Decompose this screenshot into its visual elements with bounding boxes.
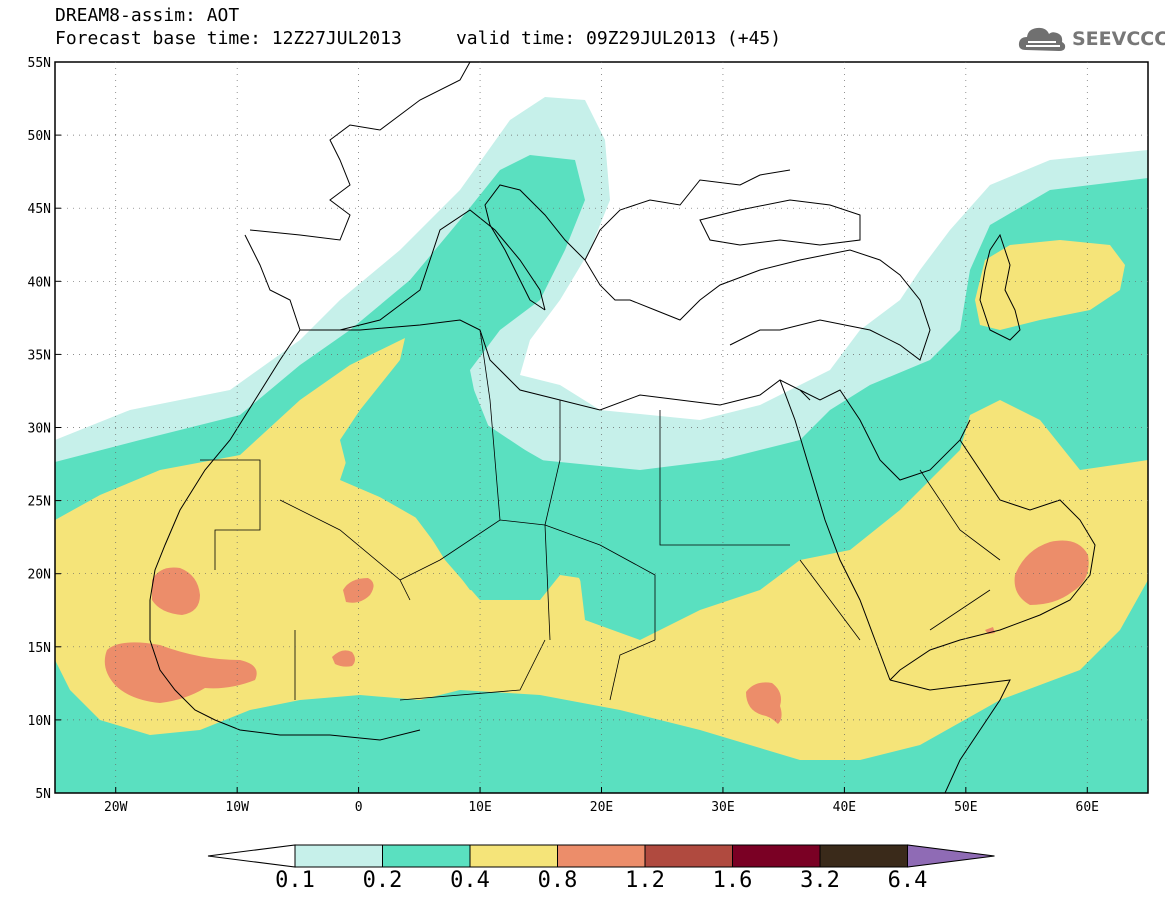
lat-label: 45N bbox=[28, 202, 51, 217]
horn-of-africa-coastline bbox=[889, 679, 1011, 793]
lat-label: 10N bbox=[28, 714, 51, 729]
graticule bbox=[55, 62, 1148, 793]
lon-label: 20W bbox=[104, 800, 128, 815]
colorbar-swatch bbox=[732, 844, 821, 868]
longitude-labels: 20W 10W 0 10E 20E 30E 40E 50E 60E bbox=[104, 787, 1099, 815]
lat-label: 30N bbox=[28, 422, 51, 437]
lon-label: 10E bbox=[468, 800, 491, 815]
country-borders bbox=[200, 329, 1001, 701]
colorbar-label: 6.4 bbox=[887, 868, 928, 893]
colorbar-label: 0.8 bbox=[537, 868, 578, 893]
lon-label: 40E bbox=[833, 800, 856, 815]
lon-label: 50E bbox=[954, 800, 977, 815]
aot-band-0.4 bbox=[55, 338, 1148, 760]
logo-text: SEEVCCC bbox=[1072, 28, 1165, 50]
west-africa-coastline bbox=[149, 329, 421, 741]
aot-band-0.8 bbox=[104, 642, 257, 703]
latitude-labels: 55N 50N 45N 40N 35N 30N 25N 20N 15N 10N 5N bbox=[28, 56, 61, 802]
aot-band-0.8 bbox=[1014, 540, 1089, 605]
aot-band-0.4 bbox=[975, 240, 1125, 330]
lat-label: 35N bbox=[28, 348, 51, 363]
lat-label: 40N bbox=[28, 275, 51, 290]
red-sea-coastline bbox=[779, 379, 1096, 681]
colorbar-label: 1.6 bbox=[712, 868, 753, 893]
colorbar-label: 1.2 bbox=[625, 868, 665, 893]
lat-label: 55N bbox=[28, 56, 51, 71]
colorbar-swatch bbox=[469, 844, 558, 868]
lon-label: 30E bbox=[711, 800, 734, 815]
colorbar-label: 3.2 bbox=[800, 868, 840, 893]
north-africa-coastline bbox=[300, 319, 811, 411]
colorbar-swatch bbox=[294, 844, 383, 868]
seevccc-logo: SEEVCCC bbox=[1016, 22, 1165, 58]
colorbar-label: 0.2 bbox=[362, 868, 403, 893]
colorbar bbox=[207, 844, 995, 868]
black-sea-coastline bbox=[699, 199, 861, 246]
caspian-coastline bbox=[979, 233, 1021, 341]
colorbar-over-triangle bbox=[907, 844, 995, 868]
lon-label: 20E bbox=[590, 800, 613, 815]
colorbar-swatch bbox=[557, 844, 646, 868]
colorbar-under-triangle bbox=[207, 844, 296, 868]
lon-label: 0 bbox=[355, 800, 363, 815]
colorbar-swatch bbox=[382, 844, 471, 868]
forecast-times: Forecast base time: 12Z27JUL2013 valid t… bbox=[55, 28, 782, 49]
europe-coastline bbox=[244, 62, 931, 361]
colorbar-label: 0.4 bbox=[450, 868, 490, 893]
colorbar-label: 0.1 bbox=[275, 868, 315, 893]
coastlines bbox=[149, 62, 1096, 793]
chart-title: DREAM8-assim: AOT bbox=[55, 5, 240, 26]
lat-label: 25N bbox=[28, 495, 51, 510]
colorbar-labels: 0.1 0.2 0.4 0.8 1.2 1.6 3.2 6.4 bbox=[0, 868, 1165, 894]
aot-band-0.8 bbox=[152, 567, 200, 615]
aot-band-0.8 bbox=[332, 650, 355, 667]
lon-label: 60E bbox=[1076, 800, 1099, 815]
lat-label: 50N bbox=[28, 129, 51, 144]
aot-band-0.2 bbox=[340, 330, 930, 610]
aot-band-0.8 bbox=[746, 682, 782, 724]
lon-label: 10W bbox=[225, 800, 249, 815]
lat-label: 5N bbox=[35, 787, 51, 802]
colorbar-swatch bbox=[644, 844, 733, 868]
cloud-icon bbox=[1018, 27, 1066, 51]
lat-label: 15N bbox=[28, 641, 51, 656]
lat-label: 20N bbox=[28, 568, 51, 583]
colorbar-swatch bbox=[819, 844, 908, 868]
